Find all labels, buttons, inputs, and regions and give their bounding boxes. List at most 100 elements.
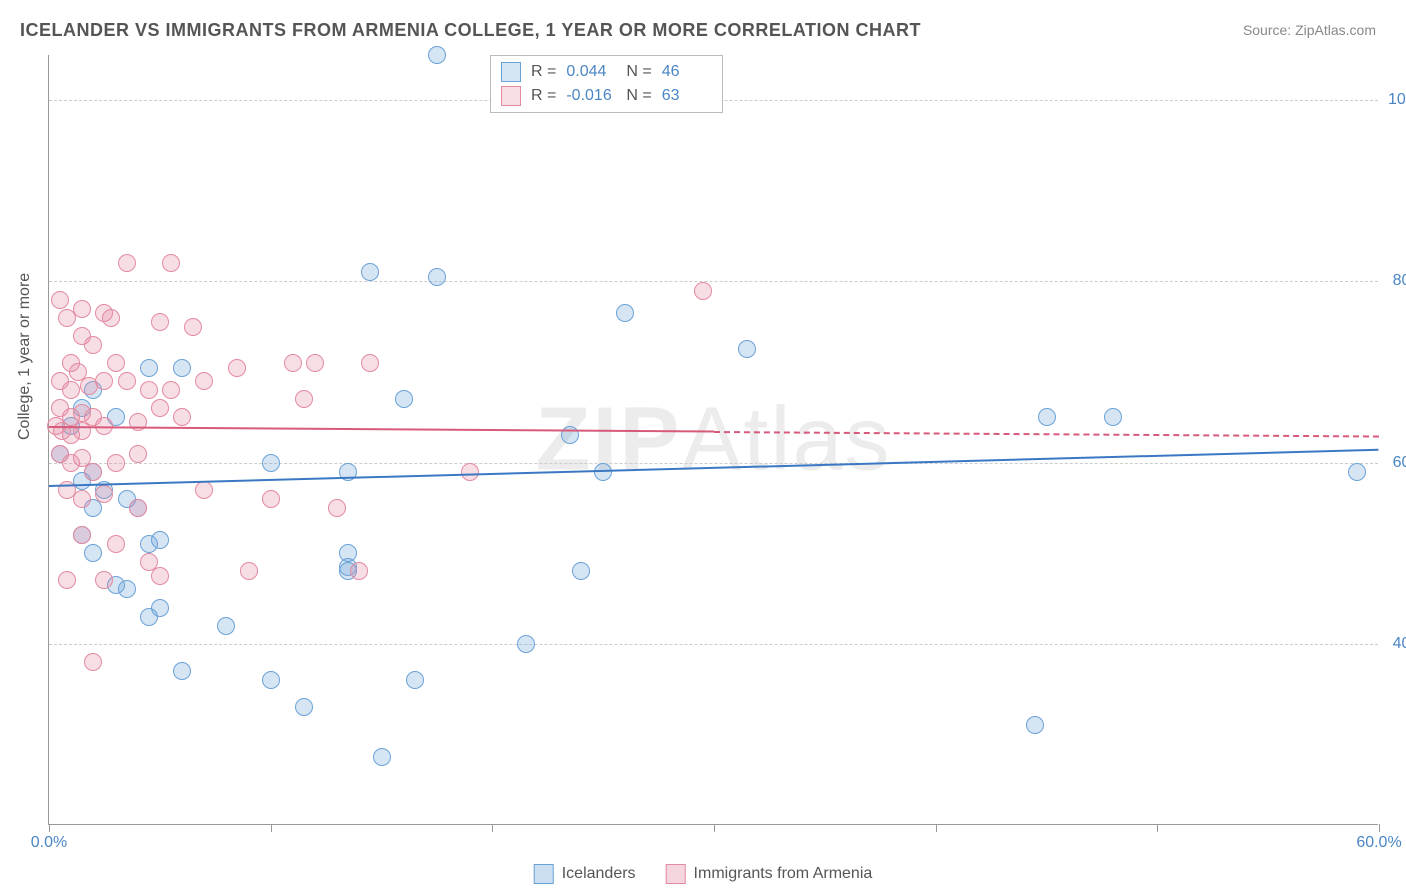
x-tick [49, 824, 50, 832]
x-tick [271, 824, 272, 832]
y-tick-label: 40.0% [1388, 635, 1406, 653]
scatter-point [73, 300, 91, 318]
scatter-point [129, 445, 147, 463]
scatter-point [84, 544, 102, 562]
scatter-point [118, 254, 136, 272]
source-label: Source: [1243, 22, 1291, 38]
legend-label: Icelanders [562, 865, 636, 883]
scatter-point [151, 531, 169, 549]
scatter-point [295, 390, 313, 408]
scatter-point [373, 748, 391, 766]
scatter-point [572, 562, 590, 580]
scatter-point [151, 313, 169, 331]
legend-swatch [666, 864, 686, 884]
legend-label: Immigrants from Armenia [694, 865, 873, 883]
bottom-legend: Icelanders Immigrants from Armenia [534, 864, 873, 884]
scatter-point [84, 463, 102, 481]
scatter-point [428, 46, 446, 64]
legend-swatch [534, 864, 554, 884]
legend-swatch [501, 86, 521, 106]
scatter-point [73, 490, 91, 508]
x-tick [936, 824, 937, 832]
x-tick [1379, 824, 1380, 832]
scatter-point [51, 291, 69, 309]
scatter-point [195, 481, 213, 499]
scatter-point [295, 698, 313, 716]
n-value: 63 [662, 87, 712, 105]
scatter-point [306, 354, 324, 372]
scatter-point [107, 454, 125, 472]
scatter-point [118, 580, 136, 598]
scatter-point [195, 372, 213, 390]
scatter-point [58, 571, 76, 589]
watermark-light: Atlas [681, 389, 891, 489]
stats-row: R = 0.044 N = 46 [501, 60, 712, 84]
scatter-point [1038, 408, 1056, 426]
trend-line [714, 431, 1379, 438]
x-tick [714, 824, 715, 832]
legend-item: Immigrants from Armenia [666, 864, 873, 884]
chart-title: ICELANDER VS IMMIGRANTS FROM ARMENIA COL… [20, 20, 921, 41]
scatter-point [262, 490, 280, 508]
x-tick-label: 0.0% [31, 834, 67, 852]
gridline [49, 281, 1378, 282]
scatter-point [262, 671, 280, 689]
scatter-point [151, 567, 169, 585]
scatter-point [95, 372, 113, 390]
trend-line [49, 426, 714, 433]
scatter-point [328, 499, 346, 517]
stats-legend-box: R = 0.044 N = 46R = -0.016 N = 63 [490, 55, 723, 113]
scatter-point [95, 485, 113, 503]
n-label: N = [626, 87, 651, 105]
scatter-point [406, 671, 424, 689]
scatter-point [240, 562, 258, 580]
scatter-point [184, 318, 202, 336]
r-value: -0.016 [566, 87, 616, 105]
scatter-point [107, 354, 125, 372]
scatter-point [284, 354, 302, 372]
scatter-point [102, 309, 120, 327]
scatter-point [118, 372, 136, 390]
scatter-point [162, 381, 180, 399]
scatter-point [62, 381, 80, 399]
scatter-point [228, 359, 246, 377]
scatter-point [173, 662, 191, 680]
trend-line [49, 449, 1379, 487]
source-attribution: Source: ZipAtlas.com [1243, 22, 1376, 38]
legend-swatch [501, 62, 521, 82]
n-value: 46 [662, 63, 712, 81]
r-label: R = [531, 87, 556, 105]
scatter-point [84, 336, 102, 354]
scatter-point [95, 571, 113, 589]
scatter-point [73, 526, 91, 544]
scatter-point [173, 359, 191, 377]
watermark: ZIPAtlas [535, 388, 891, 491]
y-tick-label: 60.0% [1388, 454, 1406, 472]
y-axis-label: College, 1 year or more [16, 273, 34, 440]
scatter-point [140, 381, 158, 399]
scatter-point [73, 422, 91, 440]
x-tick-label: 60.0% [1356, 834, 1401, 852]
x-tick [492, 824, 493, 832]
gridline [49, 463, 1378, 464]
stats-row: R = -0.016 N = 63 [501, 84, 712, 108]
scatter-point [140, 359, 158, 377]
scatter-point [262, 454, 280, 472]
scatter-point [361, 354, 379, 372]
x-tick [1157, 824, 1158, 832]
n-label: N = [626, 63, 651, 81]
scatter-point [738, 340, 756, 358]
scatter-point [173, 408, 191, 426]
scatter-point [350, 562, 368, 580]
scatter-point [107, 535, 125, 553]
r-value: 0.044 [566, 63, 616, 81]
source-value: ZipAtlas.com [1295, 22, 1376, 38]
legend-item: Icelanders [534, 864, 636, 884]
plot-area: ZIPAtlas 40.0%60.0%80.0%100.0%0.0%60.0% [48, 55, 1378, 825]
scatter-point [1348, 463, 1366, 481]
y-tick-label: 100.0% [1388, 91, 1406, 109]
scatter-point [395, 390, 413, 408]
r-label: R = [531, 63, 556, 81]
scatter-point [162, 254, 180, 272]
scatter-point [616, 304, 634, 322]
